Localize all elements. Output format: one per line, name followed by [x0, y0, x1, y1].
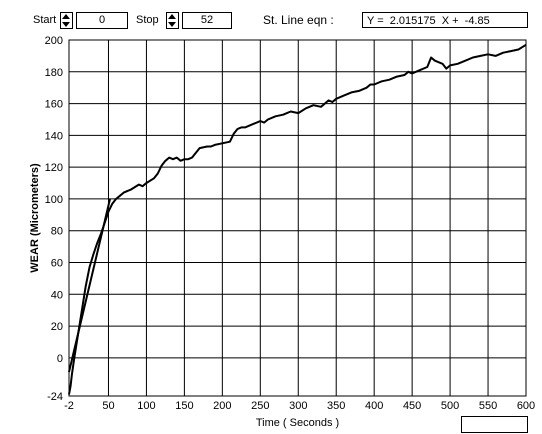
x-tick-label: 50: [102, 400, 114, 412]
up-arrow-icon[interactable]: [62, 14, 70, 19]
stop-label: Stop: [136, 14, 159, 26]
y-tick-label: 0: [57, 353, 63, 365]
y-tick-label: -24: [47, 391, 63, 403]
x-tick-label: 400: [365, 400, 383, 412]
start-label: Start: [33, 14, 57, 26]
x-tick-label: 200: [213, 400, 231, 412]
eqn-label: St. Line eqn :: [263, 13, 334, 27]
y-tick-label: 200: [45, 35, 63, 47]
down-arrow-icon[interactable]: [168, 22, 176, 27]
x-tick-label: 450: [403, 400, 421, 412]
y-tick-label: 20: [51, 321, 63, 333]
eqn-display: Y = 2.015175 X + -4.85: [362, 12, 528, 28]
grid: [68, 39, 527, 397]
x-tick-label: -2: [64, 400, 74, 412]
stop-spinner[interactable]: [166, 12, 179, 29]
start-input[interactable]: 0: [76, 12, 128, 29]
x-tick-label: 600: [517, 400, 535, 412]
start-spinner[interactable]: [60, 12, 73, 29]
y-axis-label: WEAR (Micrometers): [29, 163, 41, 273]
x-axis: -2 50 100 150 200 250 300 350 400 450 500 550 600: [64, 400, 535, 412]
y-tick-label: 80: [51, 226, 63, 238]
x-tick-label: 550: [479, 400, 497, 412]
x-tick-label: 150: [175, 400, 193, 412]
y-tick-label: 160: [45, 99, 63, 111]
up-arrow-icon[interactable]: [168, 14, 176, 19]
wear-series-line: [68, 43, 527, 395]
status-field[interactable]: [461, 416, 528, 433]
y-tick-label: 40: [51, 289, 63, 301]
series: [68, 43, 527, 395]
plot-area: [68, 39, 527, 397]
down-arrow-icon[interactable]: [62, 22, 70, 27]
x-tick-label: 100: [137, 400, 155, 412]
x-tick-label: 300: [289, 400, 307, 412]
x-tick-label: 350: [327, 400, 345, 412]
x-axis-label: Time ( Seconds ): [256, 417, 339, 429]
y-tick-label: 100: [45, 194, 63, 206]
x-tick-label: 250: [251, 400, 269, 412]
x-tick-label: 500: [441, 400, 459, 412]
y-axis: -24 0 20 40 60 80 100 120 140 160 180 200: [45, 35, 63, 403]
stop-input[interactable]: 52: [182, 12, 232, 29]
y-tick-label: 120: [45, 162, 63, 174]
fit-line: [68, 198, 111, 373]
y-tick-label: 140: [45, 130, 63, 142]
y-tick-label: 60: [51, 258, 63, 270]
y-tick-label: 180: [45, 67, 63, 79]
